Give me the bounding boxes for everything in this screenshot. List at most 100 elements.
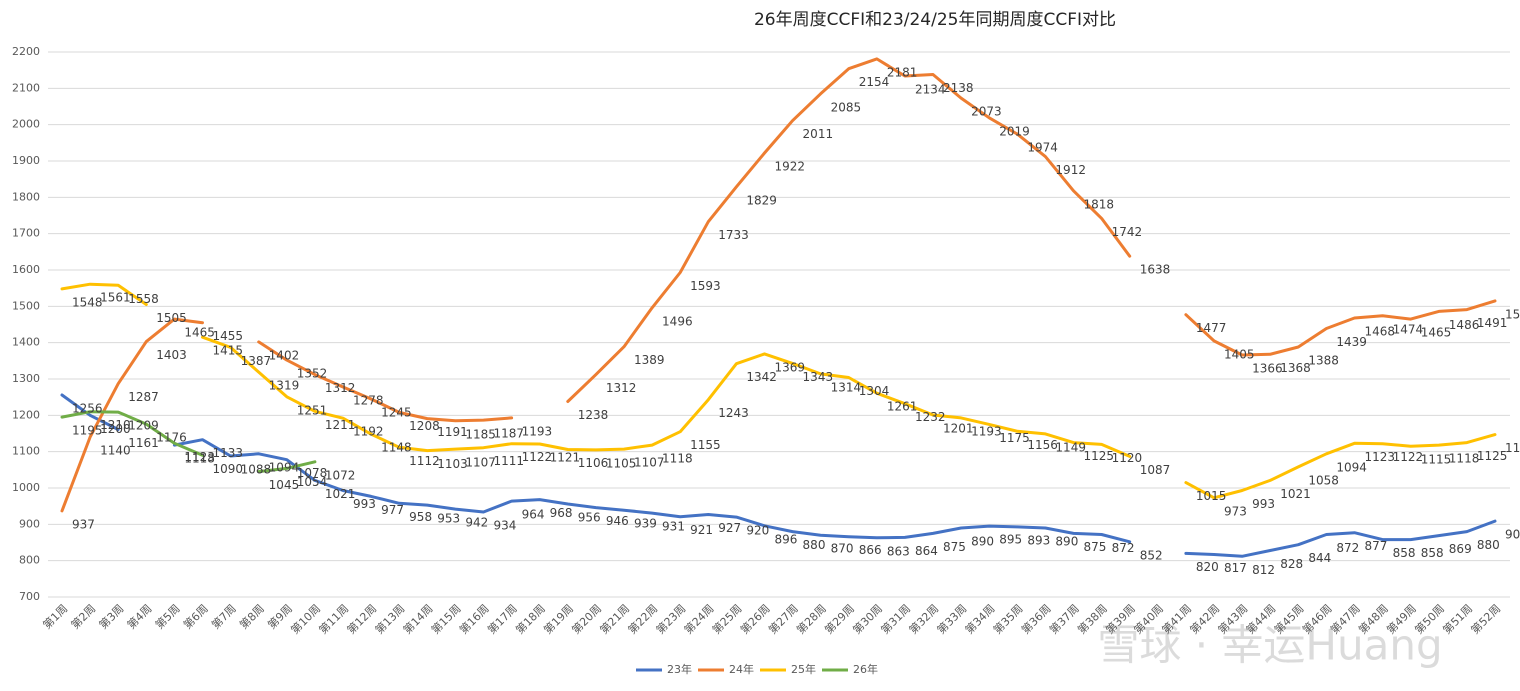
data-label: 1118 xyxy=(1449,452,1480,466)
x-tick-label: 第7周 xyxy=(208,601,238,631)
data-label: 1742 xyxy=(1112,225,1143,239)
data-label: 844 xyxy=(1308,551,1331,565)
x-tick-label: 第18周 xyxy=(513,601,548,636)
y-tick-label: 1400 xyxy=(12,336,40,349)
data-label: 1161 xyxy=(128,436,159,450)
data-label: 958 xyxy=(409,510,432,524)
y-tick-label: 2100 xyxy=(12,81,40,94)
x-tick-label: 第26周 xyxy=(737,601,772,636)
data-label: 817 xyxy=(1224,561,1247,575)
data-label: 1054 xyxy=(297,475,328,489)
data-label: 2181 xyxy=(887,65,918,79)
x-tick-label: 第36周 xyxy=(1018,601,1053,636)
data-label: 1232 xyxy=(915,410,946,424)
x-tick-label: 第2周 xyxy=(68,601,98,631)
data-label: 931 xyxy=(662,520,685,534)
x-tick-label: 第10周 xyxy=(288,601,323,636)
data-label: 1112 xyxy=(409,454,440,468)
y-tick-label: 1900 xyxy=(12,154,40,167)
x-tick-label: 第17周 xyxy=(484,601,519,636)
data-label: 1175 xyxy=(999,431,1030,445)
data-label: 1021 xyxy=(1280,487,1311,501)
data-label: 973 xyxy=(1224,504,1247,518)
data-label: 1912 xyxy=(1055,163,1086,177)
data-label: 1256 xyxy=(72,401,103,415)
y-tick-label: 2000 xyxy=(12,118,40,131)
x-tick-label: 第20周 xyxy=(569,601,604,636)
x-tick-label: 第4周 xyxy=(124,601,154,631)
y-tick-label: 1600 xyxy=(12,263,40,276)
data-label: 1185 xyxy=(465,427,496,441)
data-label: 896 xyxy=(774,532,797,546)
data-label: 1342 xyxy=(746,370,777,384)
data-label: 872 xyxy=(1336,541,1359,555)
x-tick-label: 第27周 xyxy=(765,601,800,636)
data-label: 1343 xyxy=(803,370,834,384)
data-label: 921 xyxy=(690,523,713,537)
data-label: 1125 xyxy=(1084,449,1115,463)
data-label: 1974 xyxy=(1027,141,1058,155)
data-label: 1072 xyxy=(325,468,356,482)
series-line xyxy=(60,282,1497,500)
x-tick-label: 第51周 xyxy=(1440,601,1475,636)
data-label: 1111 xyxy=(493,454,524,468)
y-tick-label: 2200 xyxy=(12,45,40,58)
data-label: 1486 xyxy=(1449,318,1480,332)
x-tick-label: 第15周 xyxy=(428,601,463,636)
y-tick-label: 1500 xyxy=(12,299,40,312)
x-tick-label: 第28周 xyxy=(794,601,829,636)
data-label: 1118 xyxy=(184,452,215,466)
data-label: 1369 xyxy=(774,360,805,374)
data-label: 858 xyxy=(1393,546,1416,560)
data-label: 946 xyxy=(606,514,629,528)
data-label: 1147 xyxy=(1505,441,1520,455)
data-label: 1287 xyxy=(128,390,159,404)
data-label: 1261 xyxy=(887,400,918,414)
data-label: 939 xyxy=(634,517,657,531)
data-label: 1477 xyxy=(1196,321,1227,335)
data-label: 1105 xyxy=(606,456,637,470)
data-label: 1496 xyxy=(662,314,693,328)
data-label: 1107 xyxy=(634,456,665,470)
data-label: 1195 xyxy=(72,424,103,438)
data-label: 1505 xyxy=(156,311,187,325)
x-tick-label: 第3周 xyxy=(96,601,126,631)
data-label: 1125 xyxy=(1477,449,1508,463)
data-label: 2019 xyxy=(999,124,1030,138)
x-tick-label: 第21周 xyxy=(597,601,632,636)
data-label: 1491 xyxy=(1477,316,1508,330)
data-label: 2085 xyxy=(831,100,862,114)
x-tick-label: 第35周 xyxy=(990,601,1025,636)
data-label: 890 xyxy=(971,534,994,548)
legend-label: 26年 xyxy=(853,662,878,676)
y-tick-label: 800 xyxy=(19,554,40,567)
x-tick-label: 第1周 xyxy=(40,601,70,631)
data-label: 1123 xyxy=(184,450,215,464)
data-label: 1118 xyxy=(662,452,693,466)
data-label: 877 xyxy=(1365,539,1388,553)
data-label: 864 xyxy=(915,544,938,558)
x-tick-label: 第33周 xyxy=(934,601,969,636)
y-tick-label: 1000 xyxy=(12,481,40,494)
data-label: 1015 xyxy=(1196,489,1227,503)
x-tick-label: 第8周 xyxy=(237,601,267,631)
x-tick-label: 第6周 xyxy=(180,601,210,631)
x-tick-label: 第19周 xyxy=(541,601,576,636)
data-label: 1405 xyxy=(1224,347,1255,361)
data-label: 2154 xyxy=(859,75,890,89)
x-tick-label: 第13周 xyxy=(372,601,407,636)
data-label: 1090 xyxy=(212,462,243,476)
x-tick-label: 第37周 xyxy=(1046,601,1081,636)
data-label: 968 xyxy=(550,506,573,520)
x-tick-label: 第11周 xyxy=(316,601,351,636)
data-label: 1133 xyxy=(212,446,243,460)
data-label: 1278 xyxy=(353,393,384,407)
data-label: 2134 xyxy=(915,82,946,96)
data-label: 866 xyxy=(859,543,882,557)
x-tick-label: 第24周 xyxy=(681,601,716,636)
data-label: 895 xyxy=(999,533,1022,547)
data-label: 1251 xyxy=(297,403,328,417)
data-label: 875 xyxy=(943,540,966,554)
data-label: 934 xyxy=(493,518,516,532)
data-label: 1121 xyxy=(550,451,581,465)
